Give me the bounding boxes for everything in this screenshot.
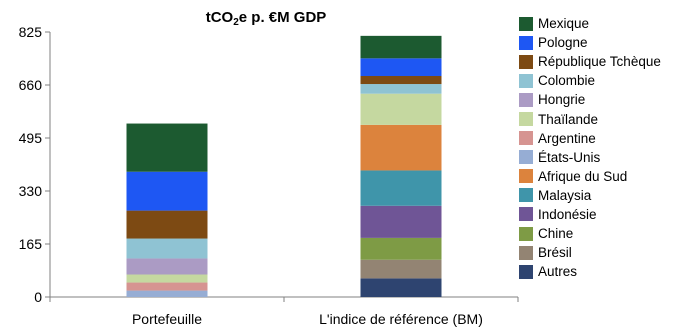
legend-item: Brésil bbox=[519, 243, 691, 262]
y-tick-label: 825 bbox=[19, 24, 43, 40]
legend-label: Hongrie bbox=[538, 92, 586, 108]
legend-swatch bbox=[519, 54, 533, 69]
legend: Mexique Pologne République Tchèque Colombie… bbox=[519, 14, 691, 281]
legend-label: Indonésie bbox=[538, 206, 597, 222]
legend-swatch bbox=[519, 207, 533, 222]
legend-swatch bbox=[519, 16, 533, 31]
bar-segment bbox=[360, 93, 442, 125]
legend-item: Hongrie bbox=[519, 90, 691, 109]
x-category-label: Portefeuille bbox=[132, 311, 202, 327]
legend-label: Chine bbox=[538, 226, 574, 242]
bar-segment bbox=[126, 290, 208, 297]
legend-item: États-Unis bbox=[519, 148, 691, 167]
bar-segment bbox=[360, 278, 442, 297]
labels: 0 165 330 495 660 825 Portefeuille L'indice de … bbox=[19, 24, 483, 327]
bar-segment bbox=[126, 258, 208, 275]
legend-swatch bbox=[519, 245, 533, 260]
legend-label: Afrique du Sud bbox=[538, 168, 628, 184]
bar-segment bbox=[360, 35, 442, 59]
legend-label: États-Unis bbox=[538, 149, 601, 165]
bar-segment bbox=[126, 238, 208, 259]
legend-item: Pologne bbox=[519, 33, 691, 52]
bar-segment bbox=[360, 205, 442, 238]
legend-item: Mexique bbox=[519, 14, 691, 33]
bars bbox=[126, 35, 442, 297]
legend-swatch bbox=[519, 73, 533, 88]
y-tick-label: 0 bbox=[34, 289, 42, 305]
y-tick-label: 495 bbox=[19, 130, 43, 146]
bar-segment bbox=[360, 124, 442, 171]
bar-segment bbox=[126, 210, 208, 239]
y-tick-label: 165 bbox=[19, 236, 43, 252]
legend-label: Brésil bbox=[538, 245, 572, 261]
legend-item: Argentine bbox=[519, 129, 691, 148]
legend-swatch bbox=[519, 188, 533, 203]
bar-segment bbox=[360, 170, 442, 206]
bar-segment bbox=[360, 84, 442, 94]
legend-swatch bbox=[519, 226, 533, 241]
legend-label: République Tchèque bbox=[538, 54, 661, 70]
legend-swatch bbox=[519, 112, 533, 127]
legend-label: Colombie bbox=[538, 73, 596, 89]
bar-segment bbox=[126, 282, 208, 291]
legend-item: Thaïlande bbox=[519, 109, 691, 128]
bar-segment bbox=[360, 76, 442, 85]
bar-segment bbox=[360, 259, 442, 279]
axes bbox=[45, 31, 519, 302]
bar-segment bbox=[360, 58, 442, 77]
bar-segment bbox=[360, 237, 442, 260]
legend-label: Malaysia bbox=[538, 187, 592, 203]
legend-item: Indonésie bbox=[519, 205, 691, 224]
chart-title: tCO2e p. €M GDP bbox=[206, 9, 327, 28]
legend-label: Autres bbox=[538, 264, 578, 280]
legend-swatch bbox=[519, 169, 533, 184]
bar-segment bbox=[126, 171, 208, 211]
y-tick-label: 660 bbox=[19, 77, 43, 93]
legend-item: Colombie bbox=[519, 71, 691, 90]
legend-swatch bbox=[519, 150, 533, 165]
legend-label: Argentine bbox=[538, 130, 596, 146]
legend-swatch bbox=[519, 92, 533, 107]
legend-item: Chine bbox=[519, 224, 691, 243]
legend-item: Malaysia bbox=[519, 186, 691, 205]
legend-item: République Tchèque bbox=[519, 52, 691, 71]
legend-swatch bbox=[519, 35, 533, 50]
x-category-label: L'indice de référence (BM) bbox=[319, 311, 483, 327]
y-tick-label: 330 bbox=[19, 183, 43, 199]
bar-segment bbox=[126, 123, 208, 172]
legend-item: Afrique du Sud bbox=[519, 167, 691, 186]
legend-label: Mexique bbox=[538, 16, 590, 32]
legend-item: Autres bbox=[519, 262, 691, 281]
legend-swatch bbox=[519, 131, 533, 146]
legend-label: Thaïlande bbox=[538, 111, 599, 127]
legend-label: Pologne bbox=[538, 35, 588, 51]
legend-swatch bbox=[519, 264, 533, 279]
bar-segment bbox=[126, 274, 208, 283]
